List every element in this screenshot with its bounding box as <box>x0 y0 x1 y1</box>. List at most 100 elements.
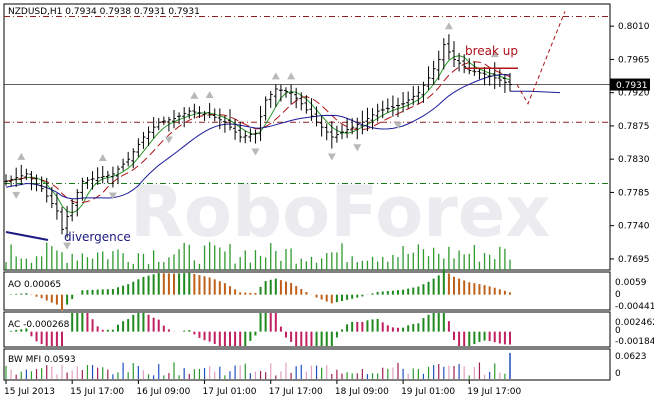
volume-bars <box>5 242 511 270</box>
fractal-up-marker <box>271 72 280 80</box>
price-bar <box>487 68 492 86</box>
price-bar <box>141 132 146 149</box>
break-up-label: break up <box>465 44 518 58</box>
price-bar <box>268 90 273 108</box>
ao-tick-top: 0.0059 <box>615 278 647 288</box>
price-bar <box>85 176 90 189</box>
price-bars <box>4 34 512 238</box>
fractal-down-marker <box>394 122 402 130</box>
time-tick-label: 15 Jul 2013 <box>4 387 55 397</box>
mfi-tick-zero: 0 <box>615 369 621 379</box>
forecast-path <box>516 11 566 105</box>
price-bar <box>426 66 431 91</box>
price-bar <box>80 177 85 201</box>
price-bar <box>502 74 507 93</box>
price-bar <box>324 123 329 141</box>
price-bar <box>126 151 131 167</box>
price-bar <box>345 118 350 139</box>
price-bar <box>243 130 248 144</box>
price-bar <box>136 138 141 158</box>
price-tick-label: 0.7785 <box>618 188 650 198</box>
ac-label: AC -0.000268 <box>8 320 70 330</box>
price-bar <box>212 108 217 122</box>
fractal-up-marker <box>287 72 296 80</box>
price-bar <box>289 84 294 105</box>
price-bar <box>396 97 400 118</box>
price-bar <box>278 84 283 102</box>
price-bar <box>340 124 344 140</box>
fractal-markers <box>12 22 499 250</box>
symbol-label: NZDUSD,H1 0.7934 0.7938 0.7931 0.7931 <box>8 7 200 17</box>
price-axis: 0.8010 0.7965 0.7920 0.7875 0.7830 0.7785 0.77… <box>610 22 650 265</box>
price-bar <box>156 118 161 131</box>
price-bar <box>34 174 39 192</box>
moving-average-line <box>5 61 511 204</box>
price-tick-label: 0.7875 <box>618 122 650 132</box>
price-bar <box>105 170 110 184</box>
price-tick-label: 0.7920 <box>618 89 650 99</box>
price-bar <box>228 109 232 131</box>
fractal-up-marker <box>98 153 107 161</box>
divergence-label: divergence <box>64 230 131 244</box>
price-bar <box>65 206 70 238</box>
price-bar <box>401 92 406 113</box>
time-tick-label: 18 Jul 09:00 <box>335 387 389 397</box>
price-bar <box>304 95 309 114</box>
price-bar <box>258 105 263 142</box>
ac-tick-zero: 0 <box>615 326 621 336</box>
price-tick-label: 0.7740 <box>618 222 650 232</box>
price-bar <box>161 116 166 125</box>
indicator-bars <box>5 269 511 379</box>
price-bar <box>172 110 176 129</box>
fractal-down-marker <box>164 136 173 144</box>
price-bar <box>233 118 238 140</box>
price-bar <box>151 117 156 139</box>
price-bar <box>253 129 258 144</box>
horizontal-levels <box>4 16 610 185</box>
ao-label: AO 0.00065 <box>8 280 61 290</box>
price-bar <box>273 84 278 107</box>
price-tick-label: 0.7695 <box>618 255 650 265</box>
price-bar <box>380 100 385 119</box>
ac-tick-bottom: -0.00184 <box>615 337 654 347</box>
fractal-up-marker <box>205 91 214 99</box>
price-bar <box>70 199 75 222</box>
price-bar <box>238 121 243 143</box>
fractal-down-marker <box>108 192 117 200</box>
moving-average-line <box>5 55 511 214</box>
price-bar <box>294 87 299 109</box>
price-bar <box>390 95 395 117</box>
fractal-up-marker <box>190 91 199 99</box>
divergence-line <box>5 231 49 241</box>
price-bar <box>370 108 375 130</box>
price-bar <box>146 126 151 146</box>
fractal-down-marker <box>63 242 72 250</box>
price-tick-label: 0.7965 <box>618 55 650 65</box>
time-tick-label: 17 Jul 01:00 <box>203 387 257 397</box>
price-bar <box>462 54 467 74</box>
price-panel <box>3 3 611 271</box>
fractal-down-marker <box>251 148 260 156</box>
price-tick-label: 0.7830 <box>618 155 650 165</box>
price-bar <box>177 112 182 125</box>
price-bar <box>116 165 120 184</box>
price-bar <box>197 106 202 118</box>
price-bar <box>60 206 64 235</box>
price-bar <box>329 121 334 149</box>
price-bar <box>192 103 197 119</box>
price-bar <box>217 108 222 130</box>
price-tick-label: 0.8010 <box>618 22 650 32</box>
price-bar <box>100 165 105 184</box>
price-bar <box>457 53 462 72</box>
price-bar <box>9 175 14 187</box>
ac-tick-top: 0.002462 <box>615 318 654 328</box>
price-bar <box>375 103 380 122</box>
annotations: break up divergence <box>5 11 566 244</box>
price-bar <box>187 107 192 119</box>
mfi-label: BW MFI 0.0593 <box>8 355 76 365</box>
price-bar <box>263 96 268 121</box>
mfi-panel <box>3 348 611 381</box>
price-bar <box>49 186 54 209</box>
price-bar <box>29 171 34 191</box>
time-tick-label: 19 Jul 01:00 <box>401 387 455 397</box>
